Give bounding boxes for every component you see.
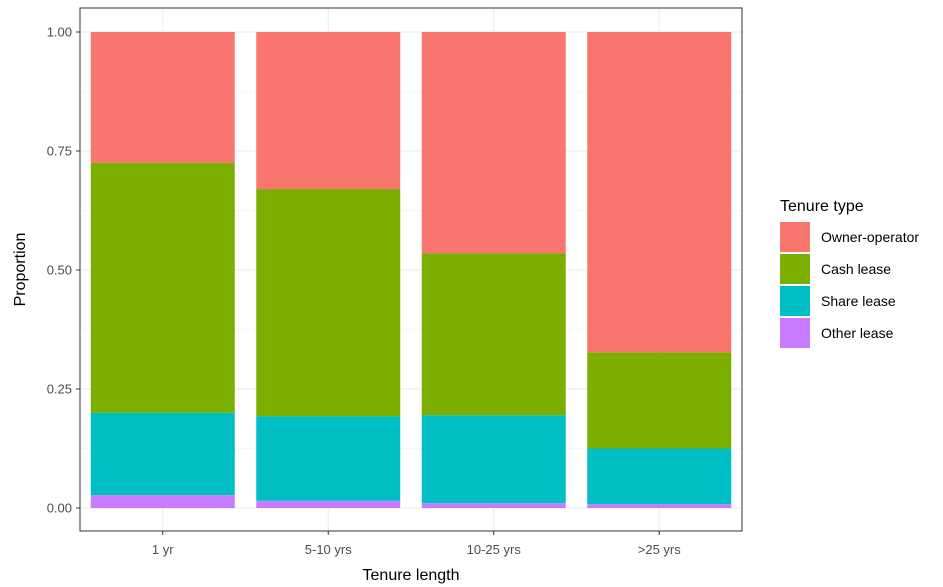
bar-segment-cash-lease: [421, 253, 566, 416]
y-tick-label: 0.25: [47, 382, 72, 397]
x-axis-title: Tenure length: [363, 567, 460, 584]
legend-label: Cash lease: [821, 261, 891, 277]
bar-segment-share-lease: [256, 416, 401, 501]
legend-label: Owner-operator: [821, 229, 919, 245]
bar-segment-owner-operator: [90, 32, 235, 163]
legend-title: Tenure type: [780, 198, 864, 215]
bar-segment-cash-lease: [256, 189, 401, 417]
legend-key-other-lease: [780, 318, 810, 348]
y-axis: 0.00 0.25 0.50 0.75 1.00: [47, 25, 80, 516]
legend-label: Share lease: [821, 293, 896, 309]
y-tick-label: 0.50: [47, 263, 72, 278]
bar-segment-owner-operator: [421, 32, 566, 254]
bar-segment-share-lease: [587, 448, 732, 505]
legend-label: Other lease: [821, 325, 894, 341]
legend-key-owner-operator: [780, 222, 810, 252]
y-tick-label: 0.75: [47, 144, 72, 159]
bar-segment-share-lease: [90, 412, 235, 496]
bar-segment-owner-operator: [256, 32, 401, 190]
bar-segment-other-lease: [421, 503, 566, 508]
x-tick-label: 10-25 yrs: [467, 542, 522, 557]
y-axis-title: Proportion: [12, 233, 29, 307]
bar-segment-cash-lease: [90, 162, 235, 413]
plot-area: [79, 7, 743, 532]
bar-segment-other-lease: [90, 495, 235, 508]
x-tick-label: >25 yrs: [638, 542, 681, 557]
legend-key-cash-lease: [780, 254, 810, 284]
bar-segment-cash-lease: [587, 352, 732, 449]
bar-segment-share-lease: [421, 415, 566, 504]
x-tick-label: 1 yr: [152, 542, 174, 557]
x-tick-label: 5-10 yrs: [305, 542, 352, 557]
y-tick-label: 0.00: [47, 501, 72, 516]
bar-segment-other-lease: [587, 504, 732, 508]
bar-segment-owner-operator: [587, 32, 732, 353]
legend: Tenure type Owner-operator Cash lease Shar…: [780, 198, 919, 348]
legend-key-share-lease: [780, 286, 810, 316]
bar-segment-other-lease: [256, 500, 401, 508]
y-tick-label: 1.00: [47, 25, 72, 40]
x-axis: 1 yr 5-10 yrs 10-25 yrs >25 yrs: [152, 531, 681, 557]
